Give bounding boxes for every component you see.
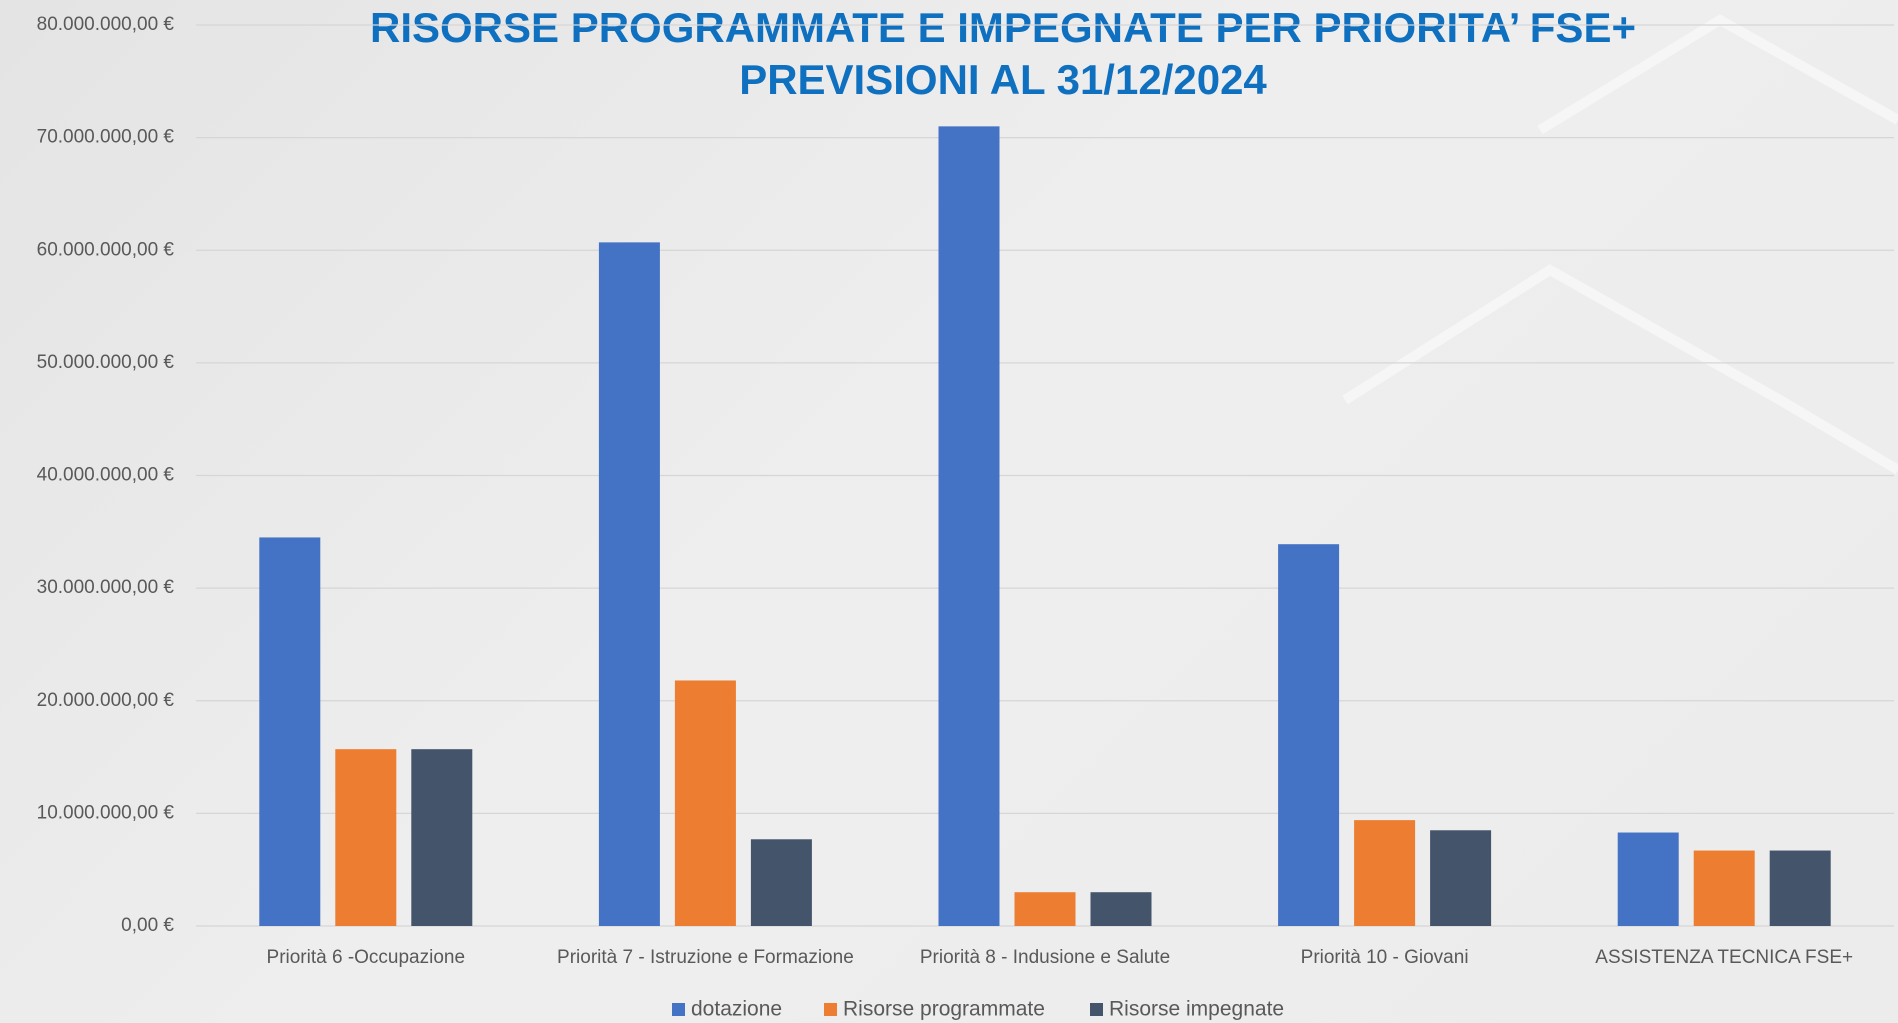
x-tick-label: Priorità 6 -Occupazione <box>267 947 466 968</box>
y-tick-label: 30.000.000,00 € <box>37 577 175 598</box>
bar <box>1354 820 1415 926</box>
legend-label: Risorse impegnate <box>1109 998 1284 1021</box>
x-tick-label: ASSISTENZA TECNICA FSE+ <box>1595 947 1853 968</box>
bar <box>1694 851 1755 926</box>
bar <box>599 242 660 926</box>
chart-subtitle: PREVISIONI AL 31/12/2024 <box>739 56 1267 103</box>
y-tick-label: 10.000.000,00 € <box>37 802 175 823</box>
legend-swatch <box>824 1003 837 1016</box>
y-tick-label: 50.000.000,00 € <box>37 352 175 373</box>
legend-swatch <box>672 1003 685 1016</box>
bar <box>1015 892 1076 926</box>
y-tick-label: 40.000.000,00 € <box>37 465 175 486</box>
x-tick-label: Priorità 8 - Indusione e Salute <box>920 947 1170 968</box>
bar <box>1278 544 1339 926</box>
bar <box>411 749 472 926</box>
bar <box>1091 892 1152 926</box>
bar <box>675 680 736 926</box>
y-tick-label: 80.000.000,00 € <box>37 14 175 35</box>
legend-label: Risorse programmate <box>843 998 1045 1021</box>
bar <box>1618 833 1679 926</box>
bar <box>751 839 812 926</box>
y-tick-label: 0,00 € <box>121 915 174 936</box>
x-tick-label: Priorità 7 - Istruzione e Formazione <box>557 947 854 968</box>
background-decoration <box>1345 20 1898 470</box>
chart-title: RISORSE PROGRAMMATE E IMPEGNATE PER PRIO… <box>370 4 1636 51</box>
bar <box>259 537 320 926</box>
bar <box>1770 851 1831 926</box>
legend-label: dotazione <box>691 998 782 1021</box>
y-tick-label: 60.000.000,00 € <box>37 239 175 260</box>
y-tick-label: 70.000.000,00 € <box>37 127 175 148</box>
bar <box>1430 830 1491 926</box>
legend-swatch <box>1090 1003 1103 1016</box>
y-tick-label: 20.000.000,00 € <box>37 690 175 711</box>
chart: RISORSE PROGRAMMATE E IMPEGNATE PER PRIO… <box>0 0 1898 1023</box>
bar <box>939 126 1000 926</box>
x-tick-label: Priorità 10 - Giovani <box>1301 947 1469 968</box>
bar <box>335 749 396 926</box>
